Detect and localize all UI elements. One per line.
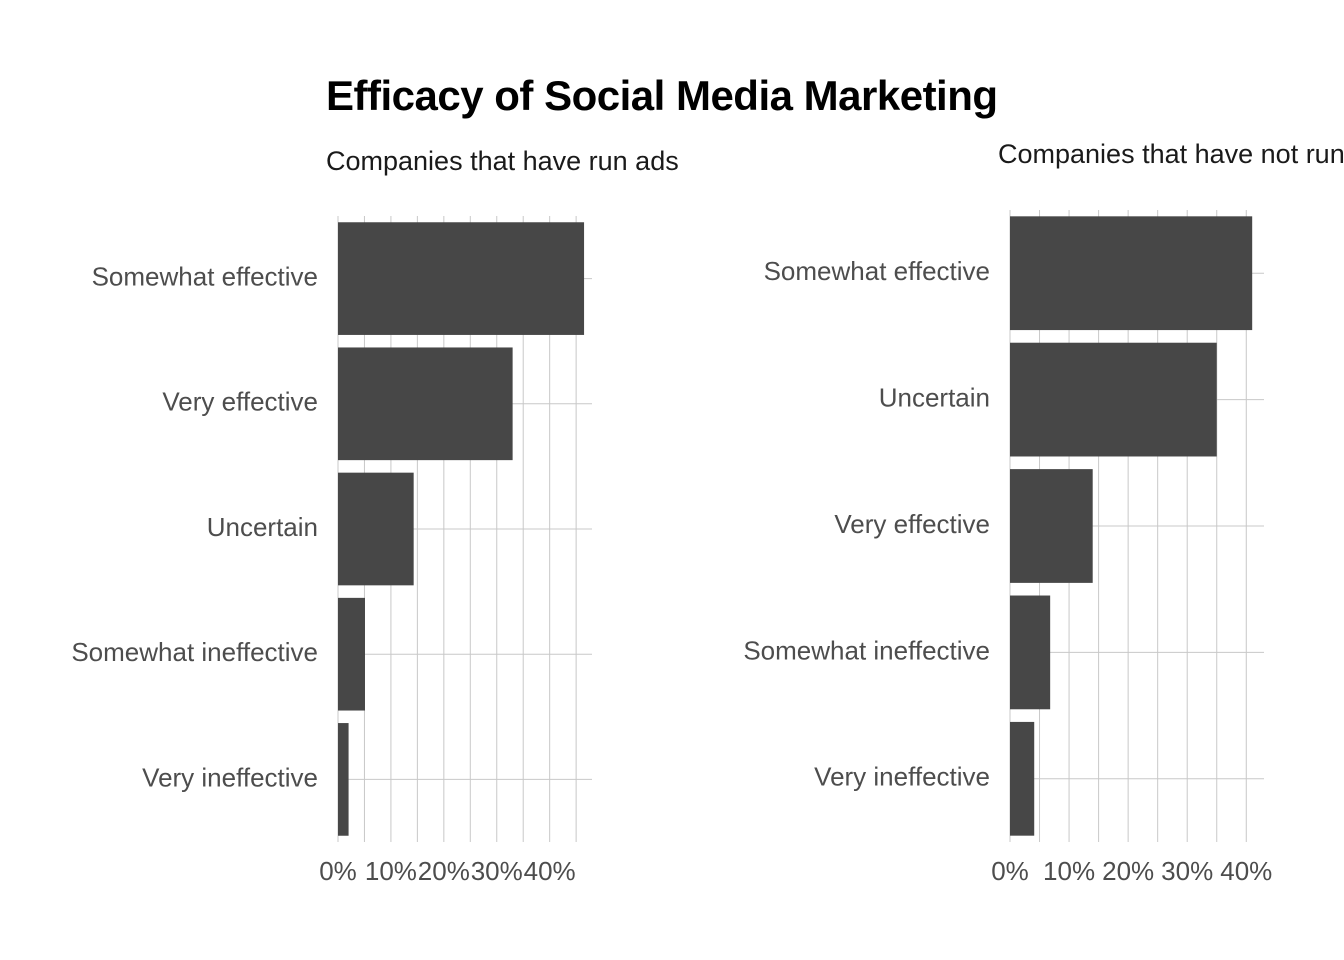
panel-subtitle: Companies that have run ads — [326, 146, 679, 176]
bar-uncertain — [1010, 342, 1217, 457]
category-label: Somewhat ineffective — [743, 635, 990, 665]
category-label: Somewhat effective — [764, 256, 990, 286]
x-tick-label: 10% — [1043, 856, 1095, 886]
bar-very-effective — [338, 347, 513, 461]
bar-somewhat-ineffective — [1010, 595, 1051, 710]
category-label: Somewhat effective — [92, 261, 318, 291]
x-tick-label: 20% — [418, 856, 470, 886]
category-label: Very ineffective — [142, 762, 318, 792]
x-tick-label: 30% — [1161, 856, 1213, 886]
x-tick-label: 0% — [991, 856, 1029, 886]
bar-somewhat-ineffective — [338, 597, 365, 711]
x-tick-label: 0% — [319, 856, 357, 886]
bar-very-effective — [1010, 469, 1093, 583]
x-tick-label: 20% — [1102, 856, 1154, 886]
category-label: Uncertain — [879, 382, 990, 412]
x-tick-label: 10% — [365, 856, 417, 886]
x-tick-label: 40% — [1220, 856, 1272, 886]
category-label: Very effective — [834, 509, 990, 539]
category-label: Very ineffective — [814, 762, 990, 792]
bar-somewhat-effective — [338, 222, 585, 335]
chart-panel-1: Somewhat effective Very effective Uncertai… — [71, 146, 678, 886]
chart-title: Efficacy of Social Media Marketing — [326, 72, 998, 119]
bar-uncertain — [338, 472, 414, 586]
bar-very-ineffective — [1010, 721, 1035, 836]
category-label: Uncertain — [207, 512, 318, 542]
chart-panel-2: Somewhat effective Uncertain Very effectiv… — [743, 139, 1344, 886]
panel-subtitle: Companies that have not run ads — [998, 139, 1344, 169]
category-label: Very effective — [162, 387, 318, 417]
category-label: Somewhat ineffective — [71, 637, 318, 667]
x-tick-label: 30% — [471, 856, 523, 886]
bar-very-ineffective — [338, 723, 349, 836]
bar-somewhat-effective — [1010, 216, 1253, 331]
x-tick-label: 40% — [524, 856, 576, 886]
